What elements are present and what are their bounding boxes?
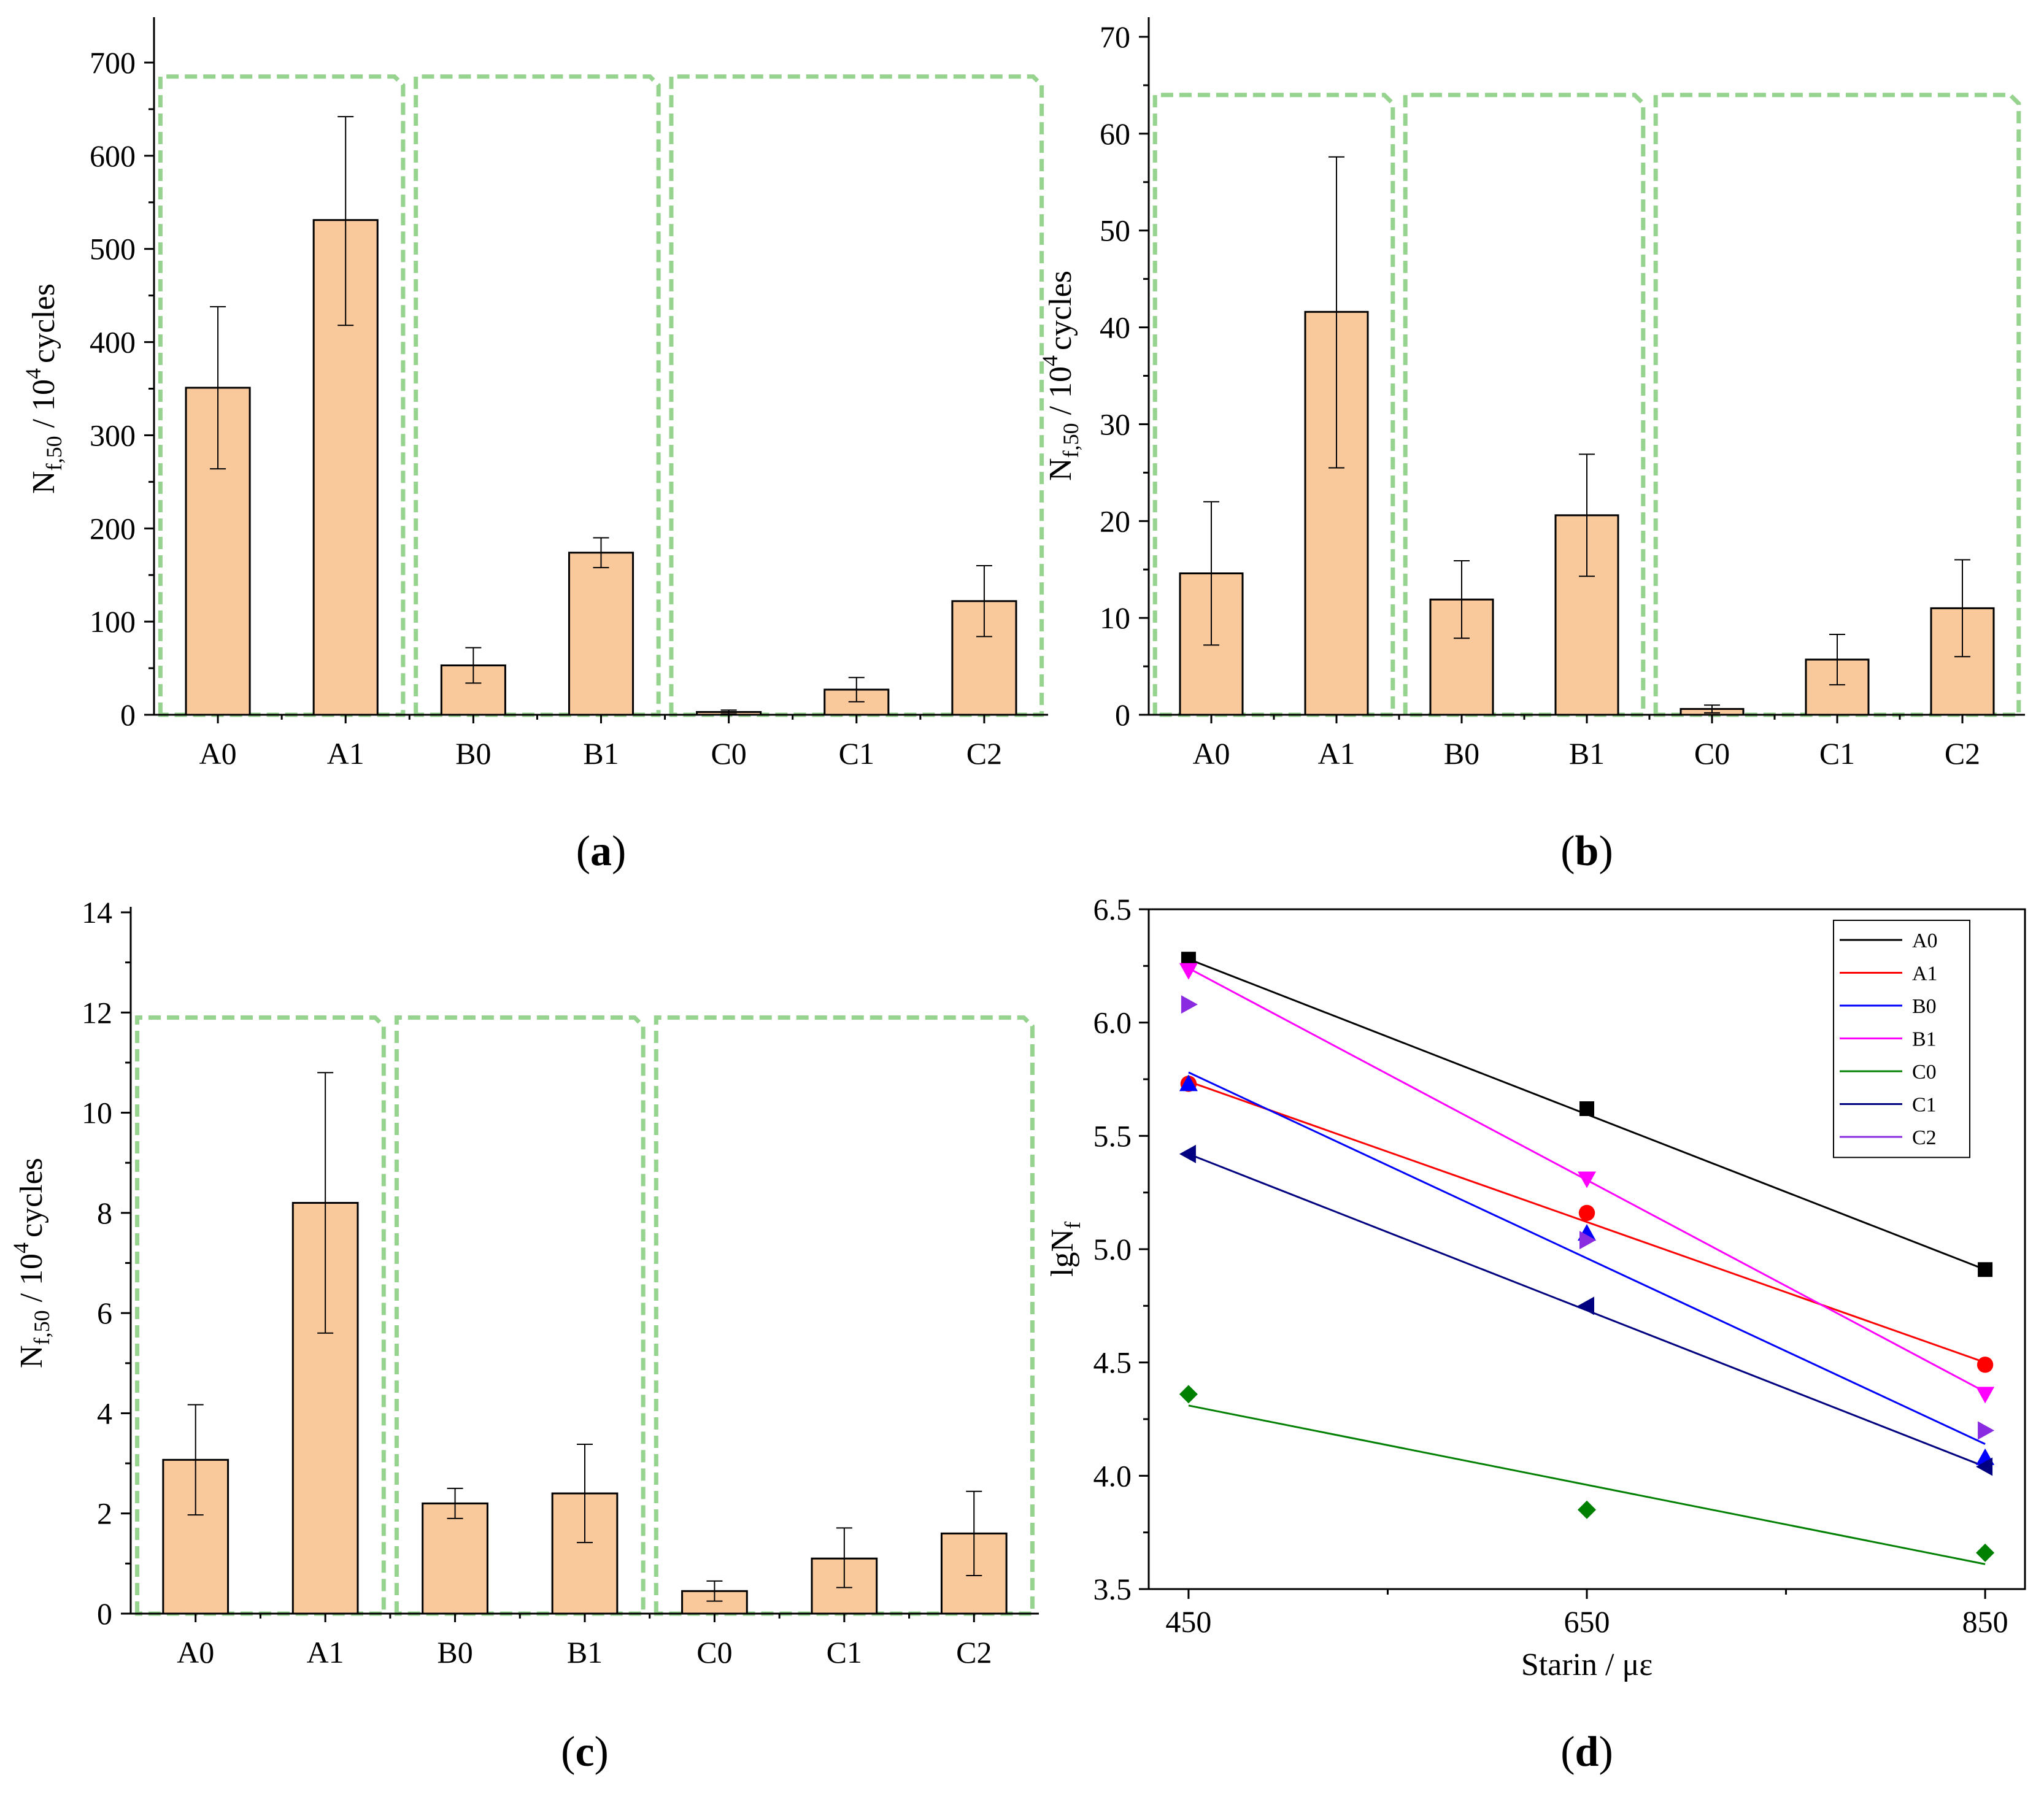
x-tick-label-C2: C2 (956, 1635, 992, 1669)
y-tick-label: 40 (1100, 310, 1130, 345)
x-tick-label-C1: C1 (839, 736, 874, 771)
x-tick-label-B1: B1 (567, 1635, 603, 1669)
group-box-3 (654, 1015, 1035, 1616)
point-C1-850 (1976, 1457, 1993, 1476)
x-tick-label-A1: A1 (327, 736, 364, 771)
y-tick-label: 100 (90, 604, 136, 639)
panel-b-bar-chart: A0 A1 B0 B1 C0 C1 C2 0 10 20 30 40 50 60 70 Nf,50 / 104… (1038, 17, 2025, 875)
y-tick-label: 30 (1100, 407, 1130, 441)
y-tick-label: 0 (1115, 698, 1130, 732)
x-tick-label-C0: C0 (711, 736, 746, 771)
x-tick-label-A1: A1 (307, 1635, 344, 1669)
y-axis-title: Nf,50 / 104cycles (9, 1158, 54, 1368)
x-tick-label-C2: C2 (1945, 736, 1980, 771)
y-tick-label: 0 (97, 1596, 112, 1631)
panel-c-bar-chart: A0 A1 B0 B1 C0 C1 C2 0 2 4 6 8 10 12 14 Nf,50 / 104cycl… (9, 895, 1039, 1776)
y-axis-title: Nf,50 / 104cycles (1038, 271, 1083, 481)
x-tick-label-B0: B0 (455, 736, 491, 771)
fit-line-B0 (1188, 1071, 1986, 1445)
x-tick-label-C2: C2 (966, 736, 1002, 771)
y-tick-label: 300 (90, 418, 136, 452)
point-B1-650 (1578, 1171, 1596, 1188)
y-tick-label: 4 (97, 1396, 112, 1430)
x-tick-label-A0: A0 (1192, 736, 1230, 771)
y-tick-label: 70 (1100, 20, 1130, 54)
y-tick-label: 20 (1100, 504, 1130, 538)
y-tick-label: 60 (1100, 117, 1130, 151)
y-axis-title: Nf,50 / 104cycles (21, 283, 66, 494)
x-tick-label-B0: B0 (1444, 736, 1479, 771)
fit-line-C0 (1188, 1404, 1986, 1565)
legend-label-A1: A1 (1912, 963, 1938, 985)
point-A0-650 (1579, 1101, 1594, 1117)
legend-label-B1: B1 (1912, 1028, 1937, 1051)
y-tick-label: 5.5 (1093, 1118, 1132, 1153)
y-tick-label: 6.0 (1093, 1006, 1132, 1040)
panel-caption: (a) (576, 828, 627, 875)
y-tick-label: 5.0 (1093, 1232, 1132, 1266)
point-C2-650 (1579, 1231, 1596, 1250)
y-tick-label: 8 (97, 1196, 112, 1230)
y-tick-label: 14 (82, 895, 112, 930)
y-tick-label: 3.5 (1093, 1572, 1132, 1606)
point-C0-450 (1179, 1385, 1198, 1404)
x-tick-label-A0: A0 (177, 1635, 214, 1669)
point-A1-650 (1578, 1204, 1595, 1222)
y-tick-label: 10 (1100, 601, 1130, 635)
x-tick-label-A0: A0 (199, 736, 237, 771)
x-tick-label-C0: C0 (1694, 736, 1730, 771)
y-tick-label: 700 (90, 45, 136, 80)
x-tick-label-C1: C1 (1819, 736, 1855, 771)
point-C0-650 (1578, 1500, 1596, 1519)
y-tick-label: 50 (1100, 214, 1130, 248)
point-C0-850 (1976, 1543, 1995, 1562)
y-tick-label: 4.0 (1093, 1458, 1132, 1493)
panel-caption: (c) (561, 1728, 609, 1776)
point-C2-450 (1181, 995, 1198, 1014)
y-tick-label: 600 (90, 139, 136, 173)
legend-label-B0: B0 (1912, 995, 1937, 1018)
y-tick-label: 6 (97, 1296, 112, 1330)
fit-line-A1 (1188, 1080, 1986, 1364)
y-tick-label: 2 (97, 1496, 112, 1531)
y-tick-label: 500 (90, 232, 136, 266)
x-tick-label-B1: B1 (1569, 736, 1605, 771)
x-tick-label: 650 (1564, 1604, 1610, 1639)
x-tick-label-B1: B1 (583, 736, 619, 771)
y-tick-label: 0 (120, 698, 136, 732)
x-tick-label-A1: A1 (1317, 736, 1355, 771)
panel-a-bar-chart: A0 A1 B0 B1 C0 C1 C2 0 100 200 300 400 500 600 700 Nf,5… (21, 17, 1048, 875)
y-axis-title: lgNf (1045, 1222, 1085, 1277)
point-A1-850 (1977, 1357, 1994, 1373)
x-tick-label-B0: B0 (437, 1635, 472, 1669)
point-B1-450 (1179, 963, 1198, 980)
panel-caption: (d) (1560, 1728, 1613, 1776)
x-axis-title: Starin / με (1521, 1647, 1653, 1682)
y-tick-label: 10 (82, 1096, 112, 1130)
point-A0-850 (1978, 1262, 1993, 1277)
panel-caption: (b) (1560, 828, 1613, 875)
legend-label-C0: C0 (1912, 1061, 1937, 1084)
y-tick-label: 200 (90, 511, 136, 545)
x-tick-label: 850 (1962, 1604, 2008, 1639)
y-tick-label: 6.5 (1093, 892, 1132, 926)
x-tick-label-C0: C0 (696, 1635, 732, 1669)
y-tick-label: 4.5 (1093, 1346, 1132, 1380)
point-C1-650 (1578, 1296, 1594, 1315)
x-tick-label-C1: C1 (827, 1635, 862, 1669)
legend-label-C2: C2 (1912, 1126, 1937, 1149)
x-tick-label: 450 (1165, 1604, 1211, 1639)
panel-d-scatter-chart: 3.5 4.0 4.5 5.0 5.5 6.0 6.5 450 650 850 Starin / μ… (1045, 892, 2026, 1776)
legend-label-A0: A0 (1912, 930, 1938, 952)
y-tick-label: 12 (82, 995, 112, 1030)
y-tick-label: 400 (90, 325, 136, 360)
point-B0-450 (1179, 1074, 1198, 1091)
bar-B1 (568, 552, 634, 716)
point-C2-850 (1978, 1421, 1995, 1440)
bar-B0 (422, 1502, 488, 1615)
point-C1-450 (1179, 1144, 1196, 1163)
legend-label-C1: C1 (1912, 1094, 1937, 1117)
point-B1-850 (1976, 1387, 1995, 1404)
